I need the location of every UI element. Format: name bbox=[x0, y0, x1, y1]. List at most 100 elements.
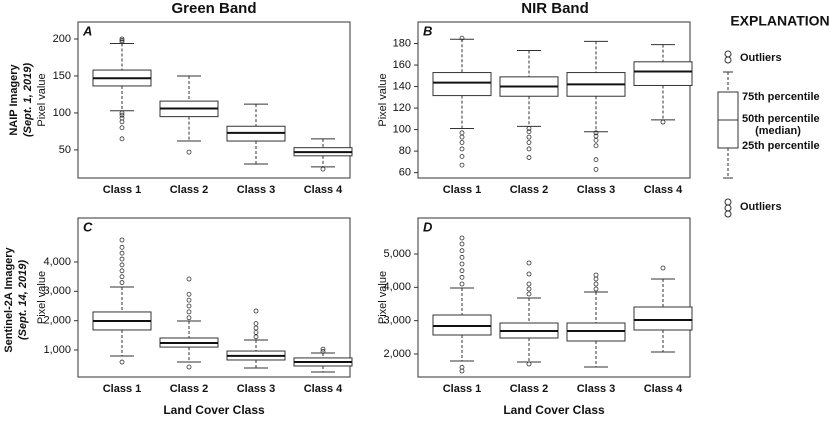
y-tick-label: 80 bbox=[399, 145, 411, 157]
outlier bbox=[459, 146, 465, 152]
panel: A Pixel value 50 100 150 200 Class 1 Class 2 Cla… bbox=[36, 21, 353, 196]
outlier bbox=[459, 35, 465, 41]
row-title-date: (Sept. 1, 2019) bbox=[22, 63, 34, 137]
outlier-icon bbox=[724, 198, 732, 206]
plot-frame bbox=[77, 21, 351, 179]
outlier bbox=[459, 235, 465, 241]
box bbox=[633, 61, 693, 86]
x-tick-label: Class 2 bbox=[510, 184, 549, 196]
outlier-icon bbox=[724, 204, 732, 212]
outlier bbox=[526, 291, 532, 297]
outlier bbox=[119, 280, 125, 285]
y-tick-label: 200 bbox=[53, 33, 71, 45]
outlier bbox=[186, 291, 192, 297]
outlier bbox=[459, 274, 465, 280]
explanation: EXPLANATION Outliers 75th percentile 50t… bbox=[717, 13, 830, 218]
y-axis-label: Pixel value bbox=[377, 271, 389, 324]
outlier bbox=[526, 140, 532, 145]
y-tick-label: 5,000 bbox=[383, 248, 411, 260]
outlier bbox=[253, 325, 259, 331]
outlier bbox=[119, 110, 125, 116]
outlier bbox=[119, 250, 125, 256]
outlier bbox=[593, 130, 599, 136]
y-tick-label: 3,000 bbox=[383, 315, 411, 327]
y-tick-label: 1,000 bbox=[43, 344, 71, 356]
outlier bbox=[593, 137, 599, 143]
outlier bbox=[526, 155, 532, 160]
x-tick-label: Class 4 bbox=[644, 383, 683, 395]
outlier bbox=[459, 241, 465, 247]
x-axis-label: Land Cover Class bbox=[163, 403, 265, 417]
explanation-label: 50th percentile bbox=[742, 113, 820, 125]
explanation-title: EXPLANATION bbox=[730, 13, 829, 29]
outlier bbox=[320, 346, 326, 352]
outlier-icon bbox=[724, 56, 732, 64]
x-tick-label: Class 4 bbox=[644, 184, 683, 196]
explanation-label: 25th percentile bbox=[742, 140, 820, 152]
outlier bbox=[593, 133, 599, 139]
y-tick-label: 100 bbox=[53, 107, 71, 119]
y-tick-label: 160 bbox=[393, 59, 411, 71]
outlier bbox=[186, 276, 192, 282]
row-title: Sentinel-2A Imagery bbox=[3, 246, 15, 352]
outlier bbox=[186, 297, 192, 303]
y-tick-label: 4,000 bbox=[383, 281, 411, 293]
outlier bbox=[526, 260, 532, 266]
outlier bbox=[593, 276, 599, 282]
outlier bbox=[186, 364, 192, 370]
outlier bbox=[526, 281, 532, 287]
outlier bbox=[186, 309, 192, 315]
y-axis-label: Pixel value bbox=[36, 271, 48, 324]
outlier bbox=[186, 149, 192, 155]
box bbox=[633, 306, 693, 331]
x-tick-label: Class 4 bbox=[304, 383, 343, 395]
panel-letter: C bbox=[83, 219, 93, 234]
outlier bbox=[459, 364, 465, 370]
y-axis-label: Pixel value bbox=[36, 73, 48, 126]
panel-letter: B bbox=[423, 23, 432, 38]
panel: C Pixel value 1,000 2,000 3,000 4,000 Class 1 C… bbox=[36, 217, 353, 417]
outlier bbox=[459, 261, 465, 267]
x-tick-label: Class 3 bbox=[237, 383, 276, 395]
outlier bbox=[459, 254, 465, 260]
outlier bbox=[593, 143, 599, 149]
x-tick-label: Class 2 bbox=[510, 383, 549, 395]
outlier-icon bbox=[724, 50, 732, 58]
outlier bbox=[593, 157, 599, 163]
outlier bbox=[526, 271, 532, 277]
outlier bbox=[320, 166, 326, 172]
outlier bbox=[459, 154, 465, 159]
outlier bbox=[593, 272, 599, 278]
explanation-label: 75th percentile bbox=[742, 91, 820, 103]
outlier bbox=[526, 146, 532, 152]
explanation-label: Outliers bbox=[740, 52, 782, 64]
explanation-label: Outliers bbox=[740, 201, 782, 213]
outlier bbox=[119, 244, 125, 250]
outlier-icon bbox=[724, 210, 732, 218]
y-tick-label: 180 bbox=[393, 37, 411, 49]
y-tick-label: 60 bbox=[399, 167, 411, 179]
plot-frame bbox=[77, 217, 351, 378]
y-tick-label: 4,000 bbox=[43, 256, 71, 268]
outlier bbox=[119, 38, 125, 43]
outlier bbox=[660, 119, 666, 125]
column-title: Green Band bbox=[171, 0, 256, 17]
x-tick-label: Class 3 bbox=[237, 184, 276, 196]
outlier bbox=[119, 112, 125, 118]
outlier bbox=[119, 115, 125, 121]
x-tick-label: Class 1 bbox=[103, 184, 142, 196]
outlier bbox=[459, 140, 465, 145]
outlier bbox=[119, 237, 125, 243]
plot-frame bbox=[417, 217, 691, 378]
outlier bbox=[526, 361, 532, 367]
x-axis-label: Land Cover Class bbox=[503, 403, 605, 417]
y-tick-label: 2,000 bbox=[383, 348, 411, 360]
outlier bbox=[459, 248, 465, 254]
panel-letter: A bbox=[82, 23, 92, 38]
y-tick-label: 140 bbox=[393, 80, 411, 92]
outlier bbox=[459, 281, 465, 287]
outlier bbox=[119, 359, 125, 365]
plot-frame bbox=[417, 21, 691, 179]
y-tick-label: 2,000 bbox=[43, 315, 71, 327]
